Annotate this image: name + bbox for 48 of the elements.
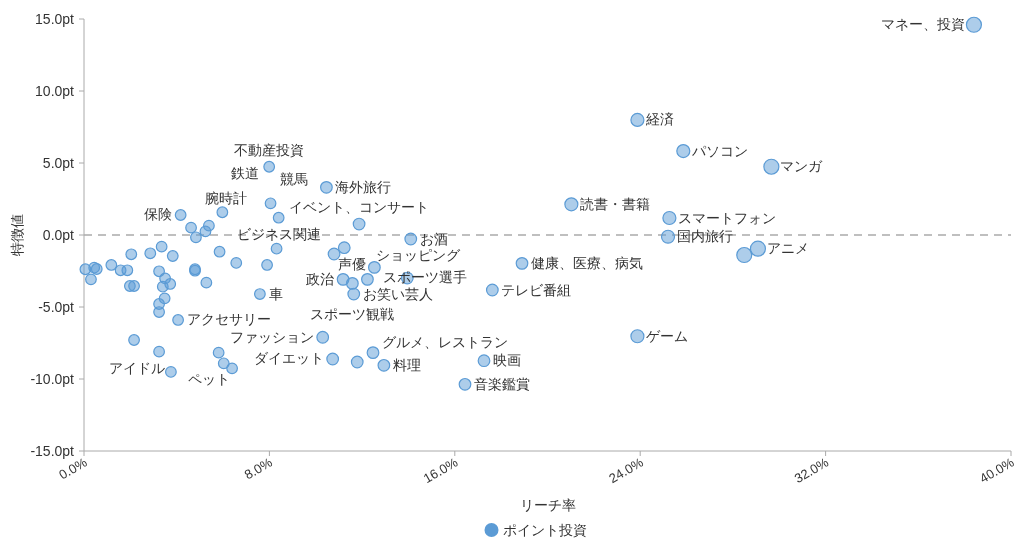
legend-label: ポイント投資 [502,522,587,538]
annotation: テレビ番組 [501,281,572,298]
annotation: グルメ、レストラン [381,333,508,350]
y-tick-label: 15.0pt [35,11,75,27]
annotation: スマートフォン [678,209,777,226]
annotation: イベント、コンサート [289,199,430,216]
annotation: ペット [187,371,230,388]
y-tick-label: 5.0pt [42,155,75,171]
annotation: 車 [268,285,283,302]
annotation: 国内旅行 [677,228,734,245]
annotation: スポーツ観戦 [310,306,395,323]
annotation: 保険 [143,206,172,223]
annotation: 読書・書籍 [580,195,651,212]
y-tick-label: -5.0pt [38,299,75,315]
annotation: お笑い芸人 [362,285,433,302]
annotation: 健康、医療、病気 [531,254,644,271]
annotation: アイドル [109,359,166,376]
y-axis-title: 特徴値 [9,214,25,256]
annotation: アクセサリー [187,311,272,328]
annotation: アニメ [766,240,809,257]
annotation: 腕時計 [204,189,247,206]
annotation: パソコン [691,142,749,159]
annotation: 競馬 [279,170,308,187]
annotation: マネー、投資 [880,16,965,33]
annotation: 映画 [493,352,521,369]
annotation: 不動産投資 [234,141,305,158]
annotation: 音楽鑑賞 [474,375,530,392]
annotation: 鉄道 [231,164,260,181]
annotation: お酒 [419,230,448,247]
y-tick-label: -15.0pt [30,443,75,459]
y-tick-label: -10.0pt [30,371,75,387]
legend: ポイント投資 [484,522,587,538]
annotation: 声優 [338,255,367,272]
annotation: 海外旅行 [335,178,392,195]
annotation: スポーツ選手 [383,269,468,286]
annotation: 政治 [306,270,335,287]
annotation: ショッピング [376,246,462,263]
y-tick-label: 0.0pt [42,227,75,243]
annotation: 料理 [392,356,421,373]
x-tick-label: 8.0% [241,454,276,483]
annotation: ファッション [229,328,314,345]
annotation: ダイエット [253,350,324,367]
y-tick-label: 10.0pt [35,83,75,99]
x-axis-title: リーチ率 [519,497,576,513]
annotation: マンガ [780,158,824,175]
annotation: ビジネス関連 [236,225,321,242]
annotation: ゲーム [646,327,689,344]
annotation: 経済 [645,111,675,128]
